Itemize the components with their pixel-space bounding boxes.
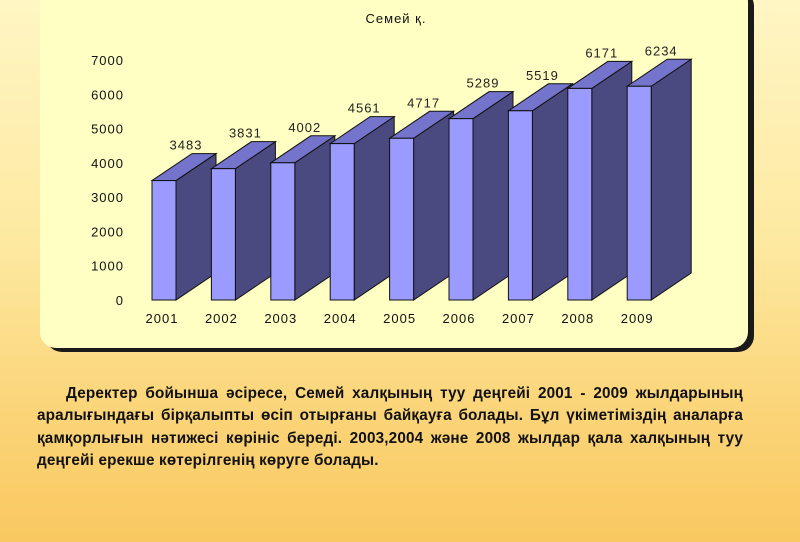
- bar-front-face: [507, 110, 533, 301]
- x-tick-label: 2006: [443, 311, 476, 326]
- x-tick-label: 2008: [561, 311, 594, 326]
- chart-title: Семей қ.: [366, 11, 427, 26]
- x-tick-label: 2005: [383, 311, 416, 326]
- data-label: 4002: [288, 120, 321, 135]
- bars: 3483 3831 4002 4561 4717 5289 5519 6171 6234: [150, 43, 693, 301]
- y-tick-label: 0: [116, 293, 124, 308]
- x-tick-label: 2002: [205, 311, 238, 326]
- bar-side-face: [294, 134, 336, 301]
- x-tick-label: 2007: [502, 311, 535, 326]
- y-tick-label: 1000: [91, 259, 124, 274]
- x-tick-label: 2009: [621, 311, 654, 326]
- bar-side-face: [591, 60, 633, 301]
- bar-front-face: [329, 143, 355, 301]
- y-tick-label: 2000: [91, 224, 124, 239]
- bar-2002: 3831: [209, 126, 278, 301]
- bar-2004: 4561: [328, 101, 396, 301]
- data-label: 5519: [526, 68, 559, 83]
- bar-side-face: [353, 115, 395, 301]
- y-tick-label: 6000: [91, 87, 124, 102]
- y-tick-label: 7000: [91, 53, 124, 68]
- data-label: 4561: [348, 101, 381, 116]
- bar-side-face: [531, 82, 573, 301]
- x-tick-label: 2001: [146, 311, 179, 326]
- description-paragraph: Деректер бойынша әсіресе, Семей халқының…: [37, 385, 743, 469]
- bar-front-face: [151, 180, 177, 301]
- bar-2009: 6234: [625, 43, 693, 301]
- bar-front-face: [270, 162, 296, 301]
- bar-front-face: [210, 168, 236, 301]
- bar-front-face: [389, 137, 415, 301]
- y-axis: 0 1000 2000 3000 4000 5000 6000 7000: [91, 53, 124, 308]
- bar-2008: 6171: [566, 45, 634, 301]
- bar-side-face: [650, 58, 692, 301]
- x-tick-label: 2004: [324, 311, 357, 326]
- bar-2006: 5289: [447, 76, 515, 301]
- bar-front-face: [448, 118, 474, 301]
- y-tick-label: 4000: [91, 156, 124, 171]
- bar-2005: 4717: [387, 95, 456, 301]
- data-label: 3483: [170, 138, 203, 153]
- bar-2007: 5519: [506, 68, 575, 301]
- x-axis: 2001 2002 2003 2004 2005 2006 2007 2008 2009: [146, 311, 654, 326]
- data-label: 6234: [645, 43, 678, 58]
- y-tick-label: 3000: [91, 190, 124, 205]
- bar-side-face: [234, 140, 276, 301]
- y-tick-label: 5000: [91, 122, 124, 137]
- data-label: 5289: [467, 76, 500, 91]
- data-label: 4717: [407, 95, 440, 110]
- bar-front-face: [626, 85, 652, 301]
- x-tick-label: 2003: [264, 311, 297, 326]
- bar-front-face: [567, 87, 593, 301]
- bar-2001: 3483: [150, 138, 218, 301]
- bar-side-face: [413, 110, 455, 301]
- data-label: 3831: [229, 126, 262, 141]
- bar-2003: 4002: [269, 120, 337, 301]
- bar-side-face: [472, 90, 514, 301]
- data-label: 6171: [585, 45, 618, 60]
